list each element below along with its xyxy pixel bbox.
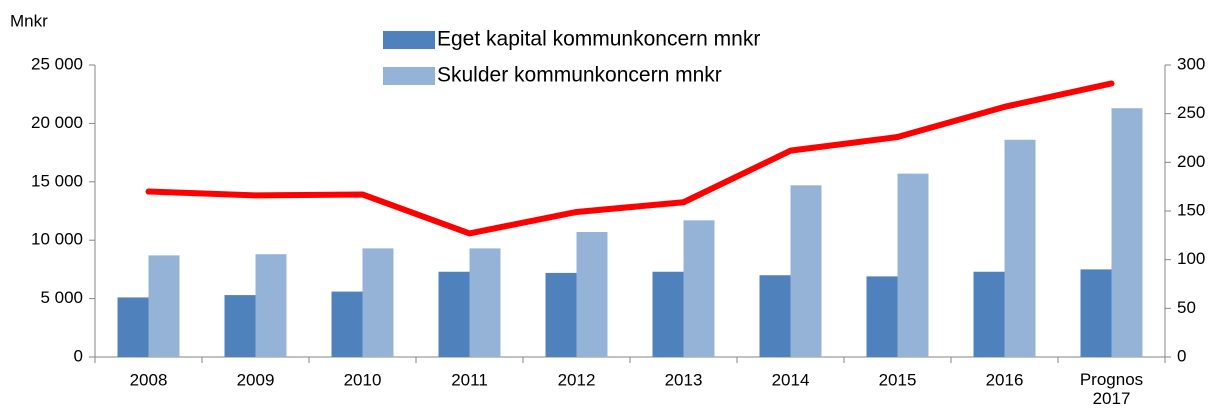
y2-tick-label: 150 — [1177, 200, 1205, 219]
legend-swatch — [383, 67, 435, 85]
y-tick-label: 0 — [74, 346, 83, 365]
bar — [866, 276, 898, 357]
bar — [1111, 108, 1143, 357]
bar — [790, 185, 822, 357]
y-tick-label: 15 000 — [31, 171, 83, 190]
bar — [576, 232, 608, 357]
x-tick-label: 2012 — [558, 370, 596, 389]
legend-label: Skulder kommunkoncern mnkr — [437, 64, 722, 87]
bar — [683, 220, 715, 357]
y-tick-label: 5 000 — [40, 288, 83, 307]
bar — [1004, 139, 1036, 357]
bar — [331, 291, 363, 357]
bar — [545, 272, 577, 357]
y2-tick-label: 200 — [1177, 152, 1205, 171]
x-tick-label: 2008 — [130, 370, 168, 389]
bar — [255, 254, 287, 357]
bar — [362, 248, 394, 357]
x-tick-label: 2013 — [665, 370, 703, 389]
y-tick-label: 10 000 — [31, 230, 83, 249]
y-tick-label: 25 000 — [31, 54, 83, 73]
x-tick-label: 2016 — [986, 370, 1024, 389]
bar — [117, 297, 149, 357]
y-axis-label: Mnkr — [10, 11, 48, 30]
x-tick-label: 2011 — [451, 370, 488, 389]
x-tick-label: 2010 — [344, 370, 382, 389]
x-tick-label: 2015 — [879, 370, 917, 389]
bar — [973, 271, 1005, 357]
bar — [759, 275, 791, 357]
y2-tick-label: 250 — [1177, 103, 1205, 122]
line-series — [145, 80, 1115, 237]
bar — [148, 255, 180, 357]
y2-tick-label: 50 — [1177, 298, 1196, 317]
bar — [469, 248, 501, 357]
legend: Eget kapital kommunkoncern mnkr Skulder k… — [383, 28, 760, 87]
legend-label: Eget kapital kommunkoncern mnkr — [437, 28, 760, 51]
y2-tick-label: 0 — [1177, 346, 1186, 365]
y2-tick-label: 300 — [1177, 54, 1205, 73]
x-tick-label: Prognos 2017 — [1080, 370, 1143, 408]
x-tick-label: 2009 — [237, 370, 275, 389]
bar — [897, 173, 929, 357]
bar — [224, 295, 256, 357]
bar — [652, 271, 684, 357]
legend-swatch — [383, 31, 435, 49]
bar — [1080, 269, 1112, 357]
y-tick-label: 20 000 — [31, 113, 83, 132]
x-tick-label: 2014 — [772, 370, 810, 389]
bar — [438, 271, 470, 357]
y2-tick-label: 100 — [1177, 249, 1205, 268]
